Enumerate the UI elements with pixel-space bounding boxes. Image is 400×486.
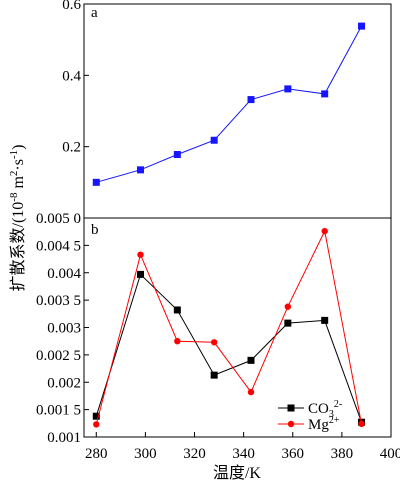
series-line	[95, 229, 362, 425]
panel-b-y-ticks: 0.001 0.001 5 0.002 0.002 5 0.003 0.003 5 0.00…	[36, 211, 89, 446]
data-point	[210, 371, 218, 379]
data-point	[173, 306, 181, 314]
legend-marker	[287, 404, 295, 412]
data-point	[137, 251, 144, 258]
panel-b-series	[92, 227, 366, 428]
data-point	[93, 421, 100, 428]
legend-label: CO32-	[308, 399, 342, 420]
data-point	[173, 151, 181, 159]
data-point	[136, 270, 144, 278]
data-point	[174, 337, 181, 345]
x-tick-label: 340	[232, 446, 255, 462]
y-tick-label: 0.2	[62, 140, 81, 156]
y-tick-label: 0.003 5	[36, 293, 81, 309]
y-tick-label: 0.004	[47, 266, 81, 282]
x-axis-label: 温度/K	[213, 464, 261, 482]
data-point	[321, 227, 328, 235]
data-point	[284, 303, 292, 310]
y-tick-label: 0.4	[62, 68, 81, 84]
legend-label: Mg2+	[308, 415, 340, 433]
data-point	[321, 90, 329, 98]
panel-a-series	[92, 22, 366, 186]
panel-b-legend: CO32-Mg2+	[278, 399, 342, 433]
x-axis: 280 300 320 340 360 380 400	[85, 432, 400, 462]
series-line	[96, 25, 362, 183]
x-tick-label: 360	[282, 446, 305, 462]
data-point	[210, 339, 218, 346]
y-tick-label: 0.001 5	[36, 403, 81, 419]
data-point	[92, 178, 100, 186]
x-tick-label: 320	[183, 446, 206, 462]
y-tick-label: 0.6	[62, 0, 81, 13]
data-point	[321, 316, 329, 324]
panel-b-label: b	[91, 222, 99, 238]
x-tick-label: 280	[85, 446, 108, 462]
data-point	[284, 319, 292, 327]
y-tick-label: 0.005 0	[36, 211, 81, 227]
y-tick-label: 0.004 5	[36, 238, 81, 254]
x-tick-label: 300	[134, 446, 157, 462]
data-point	[247, 388, 255, 396]
data-point	[210, 136, 218, 144]
panel-a-y-ticks: 0.2 0.4 0.6	[62, 0, 89, 156]
data-point	[92, 412, 100, 420]
y-tick-label: 0.002 5	[36, 348, 81, 364]
y-tick-label: 0.003	[47, 321, 81, 337]
y-tick-label: 0.002	[47, 375, 81, 391]
x-tick-label: 380	[331, 446, 354, 462]
y-tick-label: 0.001	[47, 430, 81, 446]
data-point	[358, 22, 366, 30]
x-tick-label: 400	[380, 446, 400, 462]
data-point	[136, 166, 144, 174]
data-point	[358, 420, 365, 428]
data-point	[247, 356, 255, 364]
panel-b-frame	[83, 217, 392, 438]
legend-marker	[287, 420, 295, 428]
data-point	[247, 96, 255, 104]
y-axis-label: 扩散系数/(10-8 m2·s-1)	[8, 145, 27, 292]
panel-a-label: a	[91, 5, 98, 21]
panel-a: a 0.2 0.4 0.6	[62, 0, 392, 219]
panel-a-frame	[83, 3, 392, 219]
data-point	[284, 85, 292, 93]
